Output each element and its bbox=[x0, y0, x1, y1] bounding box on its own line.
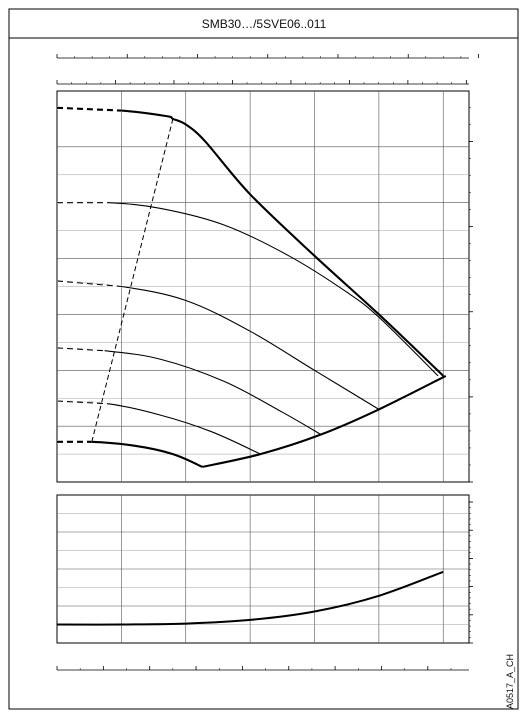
head-curve-max bbox=[56, 106, 445, 377]
head-curve-dashed-segment bbox=[56, 106, 122, 112]
head-curve-60pct bbox=[56, 280, 380, 410]
head-curve-80pct bbox=[56, 201, 439, 377]
head-limit-dashed-line bbox=[91, 118, 174, 442]
head-curve-dashed-segment bbox=[56, 347, 105, 352]
head-curve-20pct bbox=[56, 400, 261, 455]
npsh-curve bbox=[56, 570, 444, 626]
outer-frame bbox=[8, 8, 519, 710]
head-chart bbox=[56, 54, 479, 483]
head-min-limit-curve bbox=[202, 374, 447, 468]
head-curve-dashed-segment bbox=[56, 280, 122, 288]
head-curve-dashed-segment bbox=[56, 400, 109, 405]
npsh-chart bbox=[56, 494, 473, 671]
chart-code: A0517_A_CH bbox=[505, 654, 515, 709]
chart-title: SMB30…/5SVE06..011 bbox=[202, 17, 327, 31]
